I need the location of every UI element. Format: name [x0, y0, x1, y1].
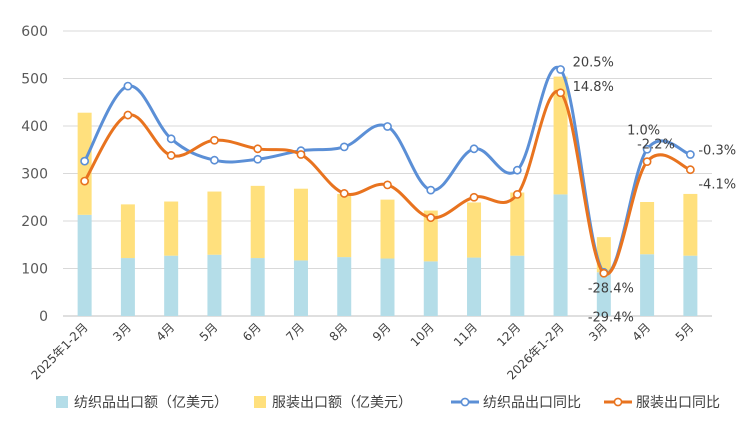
apparel-yoy-point	[599, 268, 609, 278]
y-tick-label: 300	[21, 167, 48, 183]
apparel-yoy-point	[642, 157, 652, 167]
x-tick-label: 12月	[494, 320, 523, 349]
textile-yoy-point	[685, 150, 695, 159]
textile-export-bar	[120, 258, 135, 316]
textile-export-bar	[553, 194, 568, 316]
legend-swatch	[56, 396, 68, 408]
y-tick-label: 600	[21, 24, 48, 40]
textile-yoy-point	[556, 65, 565, 74]
x-tick-label: 6月	[240, 320, 264, 344]
x-tick-label: 5月	[197, 320, 221, 344]
apparel-export-bar	[640, 202, 655, 255]
apparel-yoy-point	[210, 135, 219, 145]
apparel-export-bar	[683, 193, 698, 256]
data-label: -29.4%	[588, 310, 634, 325]
apparel-yoy-point	[383, 180, 392, 190]
x-tick-label: 8月	[327, 320, 351, 344]
x-tick-label: 11月	[451, 320, 480, 349]
apparel-export-bar	[553, 76, 568, 195]
textile-export-bar	[77, 214, 92, 316]
apparel-yoy-point	[469, 192, 479, 202]
textile-yoy-point	[469, 144, 479, 154]
textile-yoy-point	[166, 134, 176, 144]
textile-yoy-point	[253, 154, 263, 164]
apparel-yoy-point	[685, 165, 695, 175]
x-tick-label: 5月	[673, 320, 697, 344]
legend-label: 服装出口额（亿美元）	[272, 395, 412, 411]
textile-export-bar	[337, 257, 352, 316]
textile-export-bar	[423, 261, 438, 316]
apparel-export-bar	[164, 201, 179, 256]
textile-yoy-point	[123, 81, 133, 91]
y-tick-label: 100	[21, 262, 48, 278]
apparel-yoy-point	[426, 213, 436, 223]
textile-yoy-point	[512, 165, 522, 175]
apparel-yoy-point	[512, 189, 522, 199]
textile-yoy-point	[426, 185, 436, 195]
y-tick-label: 0	[39, 309, 48, 325]
textile-export-bar	[293, 260, 308, 316]
x-tick-label: 2025年1-2月	[28, 320, 90, 382]
y-tick-label: 400	[21, 119, 48, 135]
apparel-export-bar	[510, 192, 525, 256]
textile-export-bar	[640, 254, 655, 316]
textile-export-bar	[467, 257, 482, 316]
textile-export-bar	[510, 255, 525, 316]
data-label: 20.5%	[573, 55, 614, 70]
apparel-export-bar	[423, 210, 438, 262]
legend-label: 服装出口同比	[636, 395, 720, 411]
x-tick-label: 4月	[154, 320, 178, 344]
legend-label: 纺织品出口同比	[483, 395, 581, 411]
textile-export-bar	[683, 255, 698, 316]
data-label: -4.1%	[698, 178, 736, 193]
apparel-export-bar	[120, 204, 135, 259]
textile-export-bar	[207, 254, 222, 316]
apparel-yoy-point	[253, 144, 263, 154]
legend-swatch	[254, 396, 266, 408]
x-tick-label: 9月	[370, 320, 394, 344]
data-label: -28.4%	[588, 281, 634, 296]
y-tick-label: 500	[21, 72, 48, 88]
apparel-yoy-point	[123, 110, 133, 120]
y-tick-label: 200	[21, 214, 48, 230]
legend-marker	[613, 397, 623, 407]
textile-export-bar	[250, 258, 265, 316]
apparel-export-bar	[467, 202, 482, 258]
textile-export-bar	[380, 258, 395, 316]
apparel-export-bar	[293, 188, 308, 261]
apparel-yoy-point	[80, 176, 90, 186]
textile-yoy-point	[383, 122, 392, 131]
data-label: -0.3%	[698, 144, 736, 159]
legend-label: 纺织品出口额（亿美元）	[74, 395, 228, 411]
data-label: 14.8%	[573, 80, 614, 95]
data-label: 1.0%	[627, 123, 660, 138]
apparel-yoy-point	[296, 150, 306, 159]
x-tick-label: 7月	[283, 320, 307, 344]
x-tick-label: 3月	[110, 320, 134, 344]
textile-export-bar	[164, 255, 179, 316]
apparel-yoy-point	[166, 151, 176, 160]
apparel-export-bar	[337, 193, 352, 258]
legend-marker	[460, 397, 470, 407]
data-label: -2.2%	[637, 138, 675, 153]
textile-yoy-point	[80, 156, 90, 166]
textile-yoy-point	[642, 144, 652, 154]
x-tick-label: 10月	[408, 320, 437, 349]
textile-yoy-point	[210, 155, 219, 165]
apparel-yoy-point	[556, 88, 565, 98]
textile-yoy-point	[339, 142, 349, 152]
apparel-export-bar	[380, 199, 395, 259]
textile-export-bar	[596, 272, 611, 316]
apparel-yoy-point	[339, 189, 349, 198]
apparel-export-bar	[250, 185, 265, 259]
apparel-export-bar	[207, 191, 222, 255]
